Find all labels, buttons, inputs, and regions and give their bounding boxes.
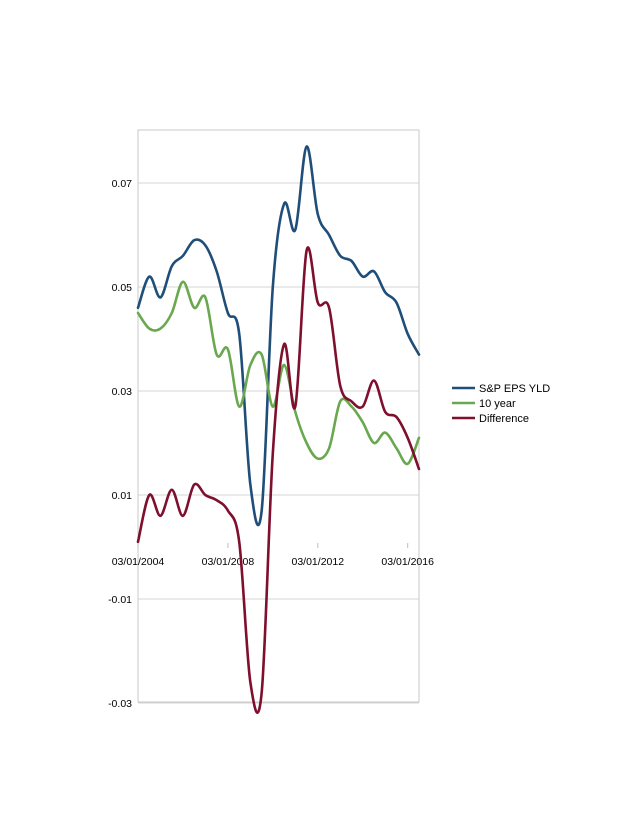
y-tick-label: 0.05 — [112, 282, 133, 294]
legend-label-difference: Difference — [479, 413, 529, 425]
plot-area-frame — [137, 129, 420, 703]
legend-label-sp-eps-yld: S&P EPS YLD — [479, 383, 550, 395]
y-axis-ticks: 0.07 0.05 0.03 0.01 -0.01 -0.03 — [108, 178, 132, 710]
series-line-difference — [136, 246, 421, 714]
y-tick-label: 0.01 — [112, 490, 133, 502]
y-tick-label: -0.01 — [108, 594, 132, 606]
legend: S&P EPS YLD 10 year Difference — [452, 383, 550, 425]
x-tick-label: 03/01/2016 — [381, 556, 434, 568]
series-lines — [136, 145, 421, 714]
x-tick-label: 03/01/2004 — [112, 556, 165, 568]
x-tick-label: 03/01/2012 — [292, 556, 345, 568]
x-tick-label: 03/01/2008 — [202, 556, 255, 568]
y-tick-label: -0.03 — [108, 698, 132, 710]
series-line-sp-eps-yld — [136, 145, 421, 527]
y-tick-label: 0.03 — [112, 386, 133, 398]
y-tick-label: 0.07 — [112, 178, 133, 190]
legend-label-10-year: 10 year — [479, 398, 516, 410]
